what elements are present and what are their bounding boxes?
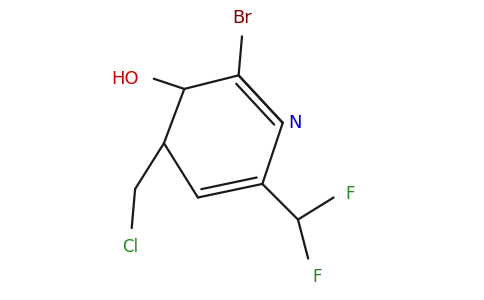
Text: N: N (288, 114, 302, 132)
Text: Cl: Cl (122, 238, 138, 256)
Text: F: F (312, 268, 321, 286)
Text: F: F (345, 185, 355, 203)
Text: HO: HO (111, 70, 139, 88)
Text: Br: Br (232, 9, 252, 27)
